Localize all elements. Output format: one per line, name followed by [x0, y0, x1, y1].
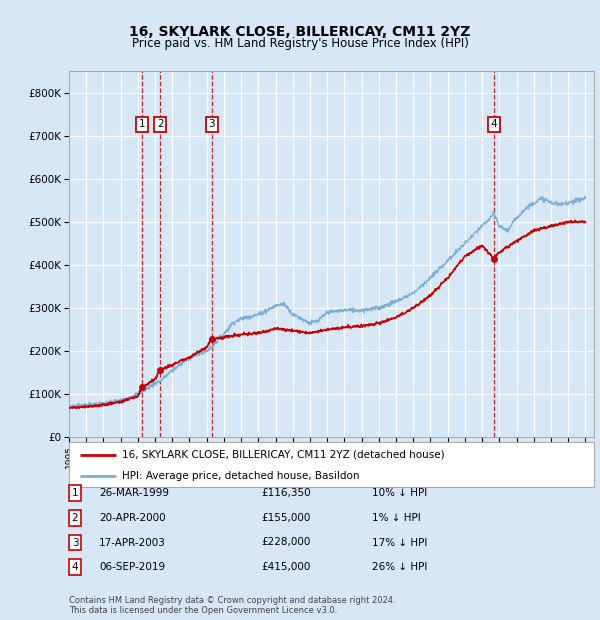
Text: 4: 4: [71, 562, 79, 572]
Text: £155,000: £155,000: [261, 513, 310, 523]
Text: 16, SKYLARK CLOSE, BILLERICAY, CM11 2YZ (detached house): 16, SKYLARK CLOSE, BILLERICAY, CM11 2YZ …: [121, 450, 444, 459]
Text: HPI: Average price, detached house, Basildon: HPI: Average price, detached house, Basi…: [121, 471, 359, 480]
Text: 1: 1: [71, 488, 79, 498]
Text: 26% ↓ HPI: 26% ↓ HPI: [372, 562, 427, 572]
Text: 26-MAR-1999: 26-MAR-1999: [99, 488, 169, 498]
Text: 20-APR-2000: 20-APR-2000: [99, 513, 166, 523]
Text: 4: 4: [491, 119, 497, 130]
Text: 10% ↓ HPI: 10% ↓ HPI: [372, 488, 427, 498]
Text: £415,000: £415,000: [261, 562, 310, 572]
Text: 2: 2: [157, 119, 164, 130]
Text: 17-APR-2003: 17-APR-2003: [99, 538, 166, 547]
Text: 1% ↓ HPI: 1% ↓ HPI: [372, 513, 421, 523]
Text: 06-SEP-2019: 06-SEP-2019: [99, 562, 165, 572]
Text: 3: 3: [208, 119, 215, 130]
Text: 16, SKYLARK CLOSE, BILLERICAY, CM11 2YZ: 16, SKYLARK CLOSE, BILLERICAY, CM11 2YZ: [130, 25, 470, 39]
Text: 3: 3: [71, 538, 79, 547]
Text: Price paid vs. HM Land Registry's House Price Index (HPI): Price paid vs. HM Land Registry's House …: [131, 37, 469, 50]
Text: 1: 1: [139, 119, 145, 130]
Text: £116,350: £116,350: [261, 488, 311, 498]
Text: Contains HM Land Registry data © Crown copyright and database right 2024.
This d: Contains HM Land Registry data © Crown c…: [69, 596, 395, 615]
Text: 17% ↓ HPI: 17% ↓ HPI: [372, 538, 427, 547]
Text: £228,000: £228,000: [261, 538, 310, 547]
Text: 2: 2: [71, 513, 79, 523]
